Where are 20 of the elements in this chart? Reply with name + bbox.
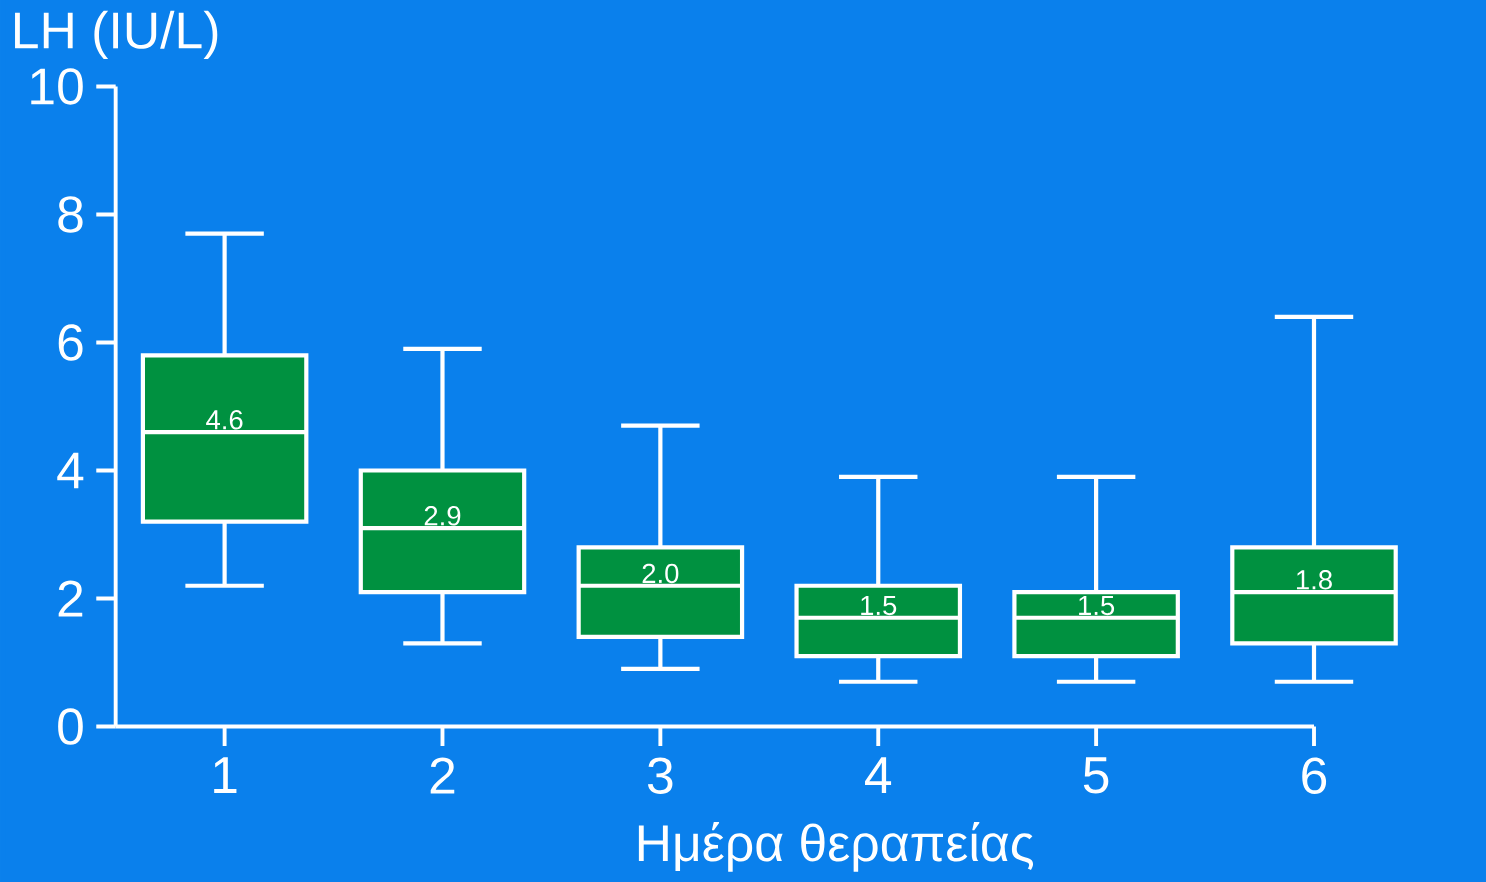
- x-tick-label: 1: [214, 757, 237, 793]
- y-axis-title: LH (IU/L): [15, 10, 218, 59]
- y-tick-label: 10: [31, 67, 83, 105]
- x-tick-label: 2: [430, 757, 455, 794]
- x-tick-label: 5: [1083, 757, 1109, 794]
- x-tick-label: 3: [647, 757, 673, 794]
- y-tick-label: 4: [57, 452, 84, 489]
- text: 1.5: [1079, 595, 1115, 615]
- text: 2.0: [642, 563, 679, 583]
- y-tick-label: 0: [58, 708, 83, 745]
- x-axis-title: Ημέρα θεραπείας: [638, 821, 1034, 872]
- y-tick-label: 2: [58, 580, 83, 617]
- x-tick-label: 4: [865, 757, 892, 793]
- y-tick-label: 8: [58, 195, 83, 233]
- y-tick-label: 6: [58, 323, 83, 361]
- text: 1.8: [1296, 569, 1332, 590]
- text: 4.6: [206, 409, 243, 430]
- x-tick-label: 6: [1302, 757, 1327, 794]
- text: 2.9: [424, 505, 461, 526]
- text: 1.5: [861, 595, 897, 615]
